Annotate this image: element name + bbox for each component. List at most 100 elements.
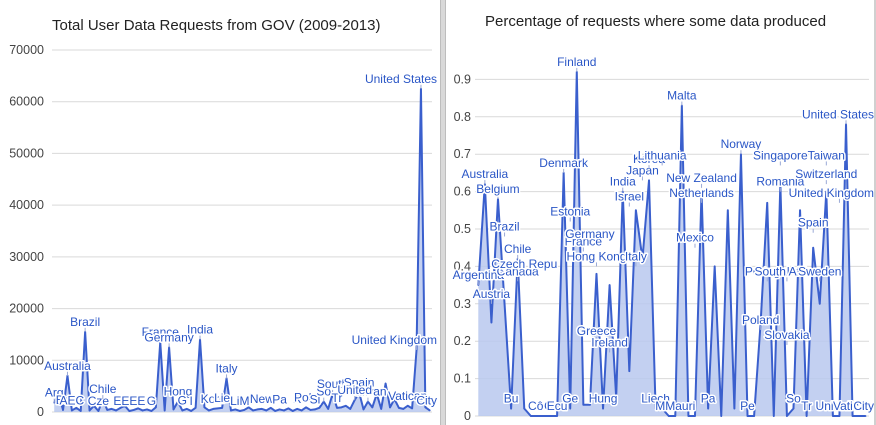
data-label: Chile	[89, 382, 117, 396]
data-label: Tr	[801, 399, 812, 413]
data-label: Kore	[201, 392, 227, 406]
data-point	[230, 409, 232, 412]
data-point	[181, 409, 184, 412]
data-label: I	[190, 394, 193, 408]
y-tick-label: 0.7	[454, 147, 471, 161]
data-point	[75, 407, 78, 409]
data-label: Malta	[667, 89, 697, 103]
data-point	[238, 410, 241, 412]
data-point	[661, 407, 663, 410]
data-point	[766, 202, 769, 204]
data-point	[648, 179, 650, 182]
data-label: Canada	[497, 264, 539, 278]
data-point	[62, 409, 64, 411]
y-tick-label: 0.3	[454, 297, 471, 311]
data-point	[825, 190, 828, 193]
data-point	[589, 403, 591, 406]
data-point	[694, 415, 696, 417]
data-point	[296, 408, 299, 410]
data-point	[141, 409, 144, 412]
data-point	[549, 415, 552, 417]
y-tick-label: 0.8	[454, 110, 471, 124]
data-label: Pola	[294, 390, 318, 404]
data-point	[628, 370, 631, 372]
chart-title: Total User Data Requests from GOV (2009-…	[52, 17, 380, 34]
data-label: Denmark	[539, 156, 589, 170]
data-point	[203, 406, 206, 409]
data-label: Poland	[742, 313, 779, 327]
data-point	[110, 408, 113, 410]
data-point	[79, 410, 82, 412]
data-label: Spain	[344, 375, 375, 389]
data-point	[128, 410, 131, 412]
right-scrollbar-edge[interactable]	[874, 0, 876, 425]
data-point	[727, 209, 729, 212]
data-label: Korea	[633, 152, 665, 166]
data-point	[300, 409, 303, 412]
data-point	[88, 409, 91, 412]
chart-title: Percentage of requests where some data p…	[485, 13, 826, 30]
data-point	[490, 321, 493, 324]
data-label: Sweden	[798, 264, 841, 278]
data-label: Norway	[721, 137, 762, 151]
data-point	[720, 415, 723, 417]
data-point	[380, 408, 382, 410]
data-point	[602, 407, 604, 410]
data-label: Australia	[44, 359, 91, 373]
data-point	[287, 407, 290, 410]
data-label: Portugal	[745, 264, 790, 278]
data-label: LiM	[230, 394, 249, 408]
data-label: Argentina	[453, 268, 505, 282]
data-point	[543, 415, 545, 417]
data-point	[799, 209, 801, 212]
data-point	[713, 265, 716, 268]
data-point	[864, 415, 867, 417]
data-label: G	[147, 394, 156, 408]
y-tick-label: 0	[464, 409, 471, 423]
left-chart-panel: Total User Data Requests from GOV (2009-…	[9, 17, 437, 419]
data-point	[97, 410, 100, 412]
data-point	[569, 407, 572, 410]
data-label: G	[178, 393, 187, 407]
data-point	[243, 409, 246, 411]
data-label: India	[610, 175, 636, 189]
data-point	[305, 406, 307, 409]
series-line	[477, 70, 866, 417]
data-point	[384, 382, 387, 385]
data-point	[398, 407, 400, 409]
data-point	[700, 190, 703, 193]
data-point	[402, 408, 405, 410]
data-point	[759, 321, 762, 324]
data-label: Spain	[798, 216, 829, 230]
data-point	[608, 284, 611, 286]
data-label: City	[853, 399, 874, 413]
data-point	[536, 415, 539, 417]
data-point	[119, 407, 122, 409]
data-label: Cze	[88, 394, 110, 408]
y-tick-label: 70000	[9, 43, 44, 57]
data-point	[687, 415, 690, 417]
data-point	[216, 407, 219, 410]
data-point	[393, 398, 396, 400]
data-label: City	[416, 393, 437, 407]
data-point	[812, 246, 814, 249]
data-point	[389, 406, 391, 409]
data-label: Hung	[589, 392, 618, 406]
data-label: Belgium	[476, 182, 519, 196]
data-label: New	[250, 392, 274, 406]
data-label: India	[187, 323, 213, 337]
data-point	[654, 407, 657, 410]
data-label: Italy	[216, 361, 238, 375]
data-label: Romania	[756, 175, 804, 189]
data-label: Liech	[641, 392, 670, 406]
data-label: Pa	[701, 392, 716, 406]
data-point	[106, 409, 109, 411]
y-tick-label: 0.6	[454, 185, 471, 199]
data-label: Ge	[562, 392, 578, 406]
panel-divider[interactable]	[440, 0, 446, 425]
data-label: Lie	[214, 391, 230, 405]
y-tick-label: 20000	[9, 302, 44, 316]
data-point	[124, 404, 126, 407]
data-label: Vatican	[388, 389, 427, 403]
series-line	[53, 87, 431, 412]
